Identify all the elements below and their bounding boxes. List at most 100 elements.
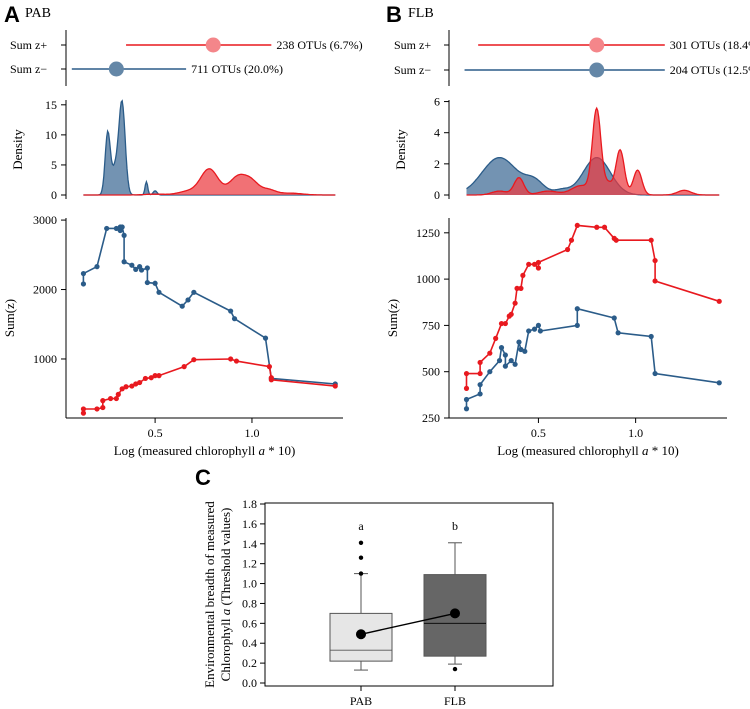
- sum-point-zplus: [652, 278, 658, 284]
- x-axis-label: Log (measured chlorophyll a * 10): [114, 443, 296, 458]
- sum-point-zminus: [121, 259, 127, 265]
- y-tick-label: 0.2: [242, 656, 257, 670]
- sum-point-zplus: [514, 285, 520, 291]
- sum-point-zminus: [144, 279, 150, 286]
- panel-b: B FLB Sum z+ Sum z− 301 OTUs (18.4%) 204 OTUs…: [385, 2, 750, 458]
- density-y-tick-label: 0: [51, 188, 57, 202]
- sum-x-tick-label: 0.5: [531, 426, 546, 440]
- sum-point-zminus: [185, 297, 191, 303]
- y-label-italic: a: [218, 608, 233, 615]
- sum-point-zplus: [518, 285, 524, 291]
- density-y-tick-label: 5: [51, 158, 57, 172]
- panel-c: C 0.0 0.2 0.4 0.6 0.8 1.0 1.2 1.4 1.6 1.8 Environme…: [195, 465, 554, 708]
- outlier-point: [452, 666, 458, 672]
- sum-y-tick-label: 1000: [33, 352, 57, 366]
- sum-point-zplus: [137, 379, 143, 386]
- sum-point-zplus: [594, 224, 600, 230]
- sum-point-zminus: [508, 357, 514, 364]
- density-area-zminus: [83, 100, 336, 195]
- sum-point-zplus: [142, 375, 149, 382]
- sum-point-zminus: [498, 345, 505, 351]
- y-label-line1: Environmental breadth of measured: [202, 501, 217, 688]
- sum-point-zplus: [113, 395, 119, 402]
- panel-letter: C: [195, 465, 211, 490]
- sum-point-zminus: [228, 308, 234, 314]
- sum-x-tick-label: 0.5: [148, 426, 163, 440]
- density-area-zplus: [466, 108, 720, 195]
- sum-point-zminus: [574, 306, 580, 312]
- sum-point-zminus: [648, 333, 654, 340]
- density-area-zplus: [83, 168, 336, 195]
- sum-point-zminus: [522, 348, 528, 354]
- sum-y-tick-label: 500: [422, 365, 440, 379]
- y-label-part: Chlorophyll: [218, 615, 233, 681]
- sum-point-zplus: [156, 373, 162, 379]
- x-axis-label-part: Log (measured chlorophyll: [497, 443, 642, 458]
- sum-point-zplus: [100, 398, 106, 404]
- sum-point-zplus: [493, 335, 499, 341]
- sum-point-zminus: [512, 361, 518, 367]
- y-tick-label: 1.8: [242, 497, 257, 511]
- sum-point-zplus: [564, 246, 571, 253]
- sum-point-zminus: [518, 346, 524, 353]
- x-axis-label-part: * 10): [265, 443, 295, 458]
- sum-point-zplus: [508, 311, 514, 317]
- sum-point-zminus: [262, 335, 269, 341]
- sum-point-zminus: [121, 232, 127, 238]
- sum-point-zplus: [107, 395, 114, 402]
- sum-point-zminus: [129, 262, 135, 268]
- sum-point-zminus: [477, 382, 483, 388]
- sum-point-zplus: [568, 237, 575, 243]
- sum-y-label: Sum(z): [385, 299, 400, 337]
- sum-point-zplus: [266, 364, 272, 370]
- x-tick-label: FLB: [444, 694, 466, 708]
- sum-point-zplus: [228, 356, 234, 362]
- sum-point-zminus: [716, 380, 722, 386]
- density-y-label: Density: [10, 129, 25, 170]
- mean-connector: [360, 612, 456, 635]
- y-tick-label: 1.0: [242, 577, 257, 591]
- significance-letter: b: [452, 519, 458, 533]
- sum-point-zplus: [463, 370, 470, 377]
- density-y-tick-label: 2: [434, 157, 440, 171]
- sum-y-tick-label: 1250: [416, 226, 440, 240]
- density-line-zplus: [83, 168, 336, 196]
- density-y-tick-label: 4: [434, 126, 440, 140]
- sum-point-zminus: [487, 369, 493, 375]
- sum-point-zplus: [601, 224, 608, 230]
- sum-y-tick-label: 1000: [416, 272, 440, 286]
- sum-point-zminus: [516, 339, 522, 345]
- sum-point-zminus: [231, 316, 238, 322]
- sum-x-tick-label: 1.0: [244, 426, 259, 440]
- sum-point-zplus: [332, 383, 338, 389]
- density-y-tick-label: 15: [45, 98, 57, 112]
- sum-point-zminus: [94, 264, 100, 270]
- sum-point-zplus: [487, 350, 493, 356]
- y-tick-label: 0.8: [242, 596, 257, 610]
- panel-a: A PAB Sum z+ Sum z− 238 OTUs (6.7%) 711 OTUs …: [2, 2, 363, 458]
- summary-otu-label: 301 OTUs (18.4%): [670, 38, 750, 52]
- sum-point-zplus: [477, 370, 483, 377]
- sum-y-tick-label: 250: [422, 411, 440, 425]
- sum-point-zminus: [611, 315, 617, 321]
- sum-point-zplus: [535, 265, 542, 271]
- sum-point-zplus: [80, 406, 87, 412]
- density-y-tick-label: 6: [434, 95, 440, 109]
- sum-point-zplus: [652, 257, 658, 264]
- outlier-point: [358, 540, 364, 545]
- sum-point-zplus: [512, 300, 518, 306]
- sum-point-zplus: [268, 377, 274, 383]
- y-tick-label: 1.4: [242, 537, 257, 551]
- sum-point-zplus: [100, 404, 106, 411]
- y-tick-label: 0.0: [242, 676, 257, 690]
- significance-letter: a: [358, 519, 364, 533]
- y-tick-label: 1.6: [242, 517, 257, 531]
- sum-point-zplus: [526, 261, 532, 267]
- summary-point: [589, 37, 605, 53]
- sum-point-zminus: [574, 322, 580, 329]
- plot-frame: [264, 502, 554, 687]
- x-tick-label: PAB: [350, 694, 372, 708]
- summary-row-label: Sum z−: [10, 62, 47, 76]
- summary-otu-label: 238 OTUs (6.7%): [276, 38, 362, 52]
